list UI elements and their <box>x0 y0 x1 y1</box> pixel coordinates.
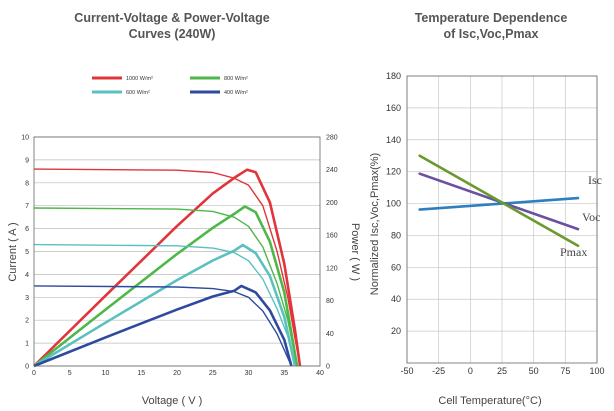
iv-y2tick-label: 80 <box>326 298 334 305</box>
temp-xtick-label: 75 <box>560 366 570 376</box>
temp-chart-ylabel: Normalized Isc,Voc,Pmax(%) <box>369 153 381 295</box>
pv-curve <box>33 243 297 368</box>
pv-curve <box>33 205 299 368</box>
temp-ytick-label: 140 <box>386 135 401 145</box>
iv-xtick-label: 35 <box>280 370 288 377</box>
iv-xtick-label: 10 <box>102 370 110 377</box>
temp-ytick-label: 180 <box>386 71 401 81</box>
temp-series-line <box>418 154 580 248</box>
iv-chart-ylabel: Current ( A ) <box>7 222 19 281</box>
temp-ytick-label: 40 <box>391 294 401 304</box>
temp-chart-subtitle: of Isc,Voc,Pmax <box>444 27 539 41</box>
pv-curve <box>33 284 293 368</box>
temp-ytick-label: 60 <box>391 262 401 272</box>
iv-xtick-label: 5 <box>68 370 72 377</box>
temp-xtick-label: 0 <box>468 366 473 376</box>
iv-legend-label: 1000 W/m² <box>126 76 153 82</box>
temp-ytick-label: 80 <box>391 230 401 240</box>
iv-chart-legend: 1000 W/m² 800 W/m² 600 W/m² 400 W/m² <box>92 76 248 96</box>
iv-y2tick-label: 160 <box>326 233 338 240</box>
iv-xtick-label: 25 <box>209 370 217 377</box>
iv-xtick-label: 40 <box>316 370 324 377</box>
temp-plot-frame <box>406 75 598 364</box>
temp-ytick-label: 100 <box>386 199 401 209</box>
iv-y2tick-label: 200 <box>326 200 338 207</box>
iv-chart-subtitle: Curves (240W) <box>129 27 216 41</box>
iv-y2tick-label: 0 <box>326 364 330 371</box>
iv-xtick-label: 30 <box>245 370 253 377</box>
iv-y2tick-label: 40 <box>326 331 334 338</box>
temp-ytick-label: 120 <box>386 167 401 177</box>
iv-chart-xlabel: Voltage ( V ) <box>142 395 203 407</box>
iv-curve <box>33 285 293 367</box>
iv-ytick-label: 7 <box>25 203 29 210</box>
iv-ytick-label: 9 <box>25 157 29 164</box>
temp-chart-title: Temperature Dependence <box>415 11 568 25</box>
iv-ytick-label: 4 <box>25 272 29 279</box>
iv-legend-label: 400 W/m² <box>224 90 248 96</box>
iv-plot-frame <box>33 136 321 367</box>
temp-xtick-label: 25 <box>497 366 507 376</box>
iv-ytick-label: 8 <box>25 180 29 187</box>
temp-xtick-label: 50 <box>529 366 539 376</box>
temp-chart-axes: 20 40 60 80 100 120 140 160 180 -50 -25 0 25 50 75 100 <box>386 71 605 376</box>
temp-chart-xlabel: Cell Temperature(°C) <box>438 395 541 407</box>
temp-series-label: Isc <box>588 173 602 187</box>
temperature-chart: Temperature Dependence of Isc,Voc,Pmax I… <box>369 11 605 407</box>
iv-ytick-label: 10 <box>21 135 29 142</box>
iv-chart-y2label: Power ( W ) <box>349 223 361 281</box>
temp-chart-grid <box>406 75 598 363</box>
temp-xtick-label: -25 <box>432 366 445 376</box>
temp-ytick-label: 160 <box>386 103 401 113</box>
iv-curve <box>33 168 301 367</box>
iv-ytick-label: 6 <box>25 226 29 233</box>
iv-xtick-label: 20 <box>173 370 181 377</box>
iv-xtick-label: 15 <box>137 370 145 377</box>
iv-ytick-label: 5 <box>25 249 29 256</box>
iv-ytick-label: 1 <box>25 341 29 348</box>
temp-chart-series: Isc Voc Pmax <box>418 154 602 259</box>
iv-curve <box>33 207 298 367</box>
temp-series-label: Voc <box>582 210 600 224</box>
iv-ytick-label: 2 <box>25 318 29 325</box>
temp-xtick-label: 100 <box>589 366 604 376</box>
pv-curve <box>33 168 302 367</box>
iv-legend-label: 800 W/m² <box>224 76 248 82</box>
iv-curve <box>33 243 296 367</box>
temp-xtick-label: -50 <box>400 366 413 376</box>
temp-series-label: Pmax <box>560 245 587 259</box>
iv-chart-title: Current-Voltage & Power-Voltage <box>74 11 269 25</box>
iv-legend-label: 600 W/m² <box>126 90 150 96</box>
temp-series-line <box>418 196 580 211</box>
iv-y2tick-label: 280 <box>326 135 338 142</box>
iv-y2tick-label: 120 <box>326 265 338 272</box>
iv-pv-chart: Current-Voltage & Power-Voltage Curves (… <box>7 11 361 407</box>
iv-y2tick-label: 240 <box>326 167 338 174</box>
iv-ytick-label: 0 <box>25 364 29 371</box>
temp-ytick-label: 20 <box>391 326 401 336</box>
iv-chart-series <box>33 168 302 368</box>
iv-ytick-label: 3 <box>25 295 29 302</box>
iv-xtick-label: 0 <box>32 370 36 377</box>
